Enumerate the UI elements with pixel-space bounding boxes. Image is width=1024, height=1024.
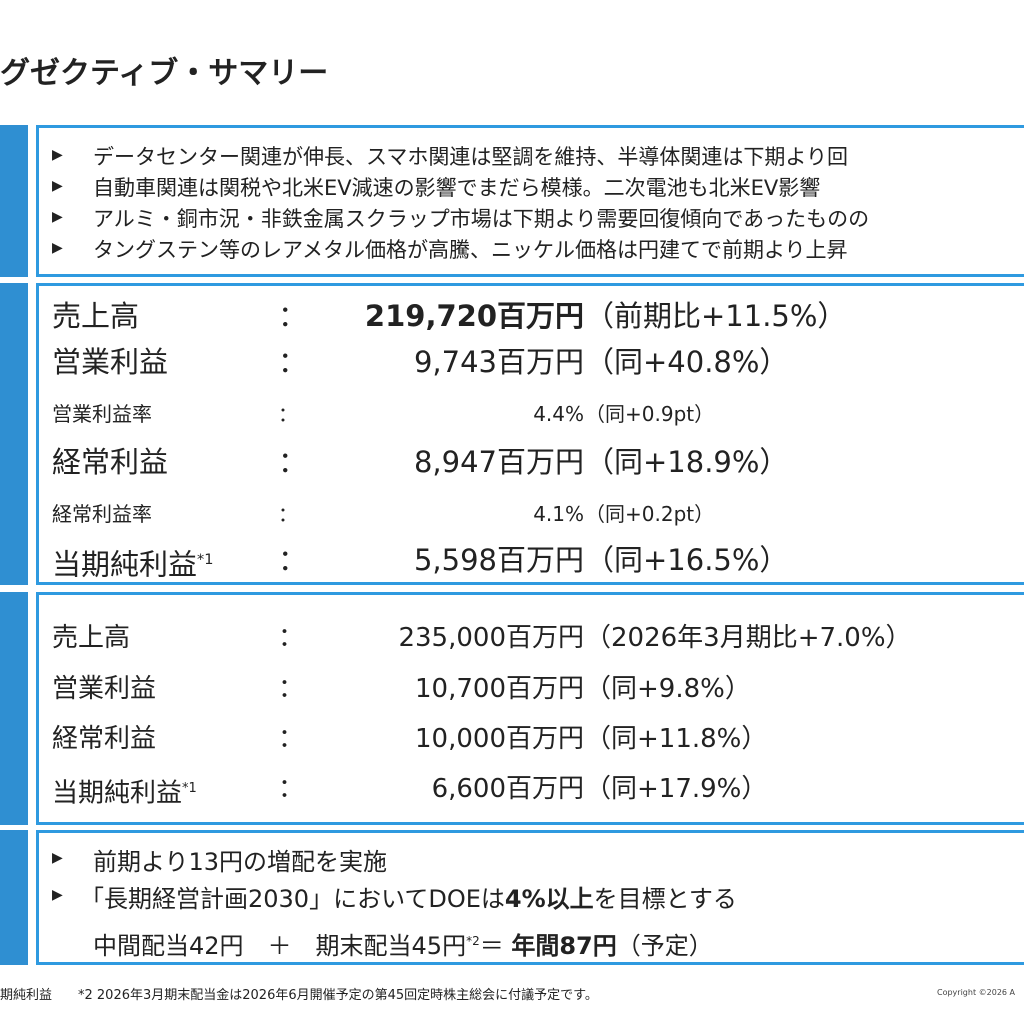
- label: 営業利益: [52, 345, 169, 379]
- row: 営業利益 ： 9,743百万円 （同+40.8%）: [0, 340, 1024, 384]
- bullet: ▶: [52, 850, 63, 866]
- value: 6,600百万円: [431, 774, 584, 804]
- value: 9,743百万円: [413, 345, 584, 379]
- colon: ：: [278, 774, 305, 804]
- bullet: ▶: [52, 147, 63, 163]
- colon: ：: [278, 402, 298, 426]
- colon: ：: [278, 445, 308, 479]
- row: 営業利益率 ： 4.4% （同+0.9pt）: [0, 392, 1024, 436]
- row: 売上高 ： 219,720百万円 （前期比+11.5%）: [0, 294, 1024, 338]
- text: を目標とする: [593, 885, 737, 913]
- text: 「長期経営計画2030」においてDOEは: [80, 885, 505, 913]
- sidebar-block: [0, 592, 28, 825]
- colon: ：: [278, 623, 305, 653]
- change: （同+40.8%）: [585, 345, 789, 379]
- text: （予定）: [616, 932, 713, 960]
- change: （同+17.9%）: [585, 774, 768, 804]
- forecast-box: [36, 592, 1024, 825]
- title: グゼクティブ・サマリー: [0, 56, 329, 91]
- value: 10,000百万円: [415, 724, 584, 754]
- colon: ：: [278, 724, 305, 754]
- text: 中間配当42円 ＋ 期末配当45円: [93, 932, 467, 960]
- sidebar-block: [0, 830, 28, 965]
- change: （同+9.8%）: [585, 674, 751, 704]
- value: 4.4%: [533, 402, 584, 426]
- results-box: [36, 283, 1024, 585]
- value: 219,720百万円: [364, 299, 584, 333]
- bullet: ▶: [52, 209, 63, 225]
- sidebar-block: [0, 125, 28, 277]
- change: （同+11.8%）: [585, 724, 768, 754]
- footnote: *2 2026年3月期末配当金は2026年6月開催予定の第45回定時株主総会に付…: [78, 988, 598, 1003]
- row: 経常利益 ： 10,000百万円 （同+11.8%）: [0, 717, 1024, 761]
- text-bold: 4%以上: [504, 885, 594, 913]
- change: （同+0.2pt）: [585, 502, 715, 526]
- change: （同+16.5%）: [585, 543, 789, 577]
- change: （2026年3月期比+7.0%）: [585, 623, 912, 653]
- footnote: 期純利益: [0, 988, 53, 1003]
- label: 当期純利益*1: [52, 778, 197, 809]
- colon: ：: [278, 345, 308, 379]
- label: 売上高: [52, 623, 131, 653]
- highlight-text: 自動車関連は関税や北米EV減速の影響でまだら模様。二次電池も北米EV影響: [93, 176, 821, 200]
- label: 当期純利益*1: [52, 547, 214, 582]
- row: 売上高 ： 235,000百万円 （2026年3月期比+7.0%）: [0, 616, 1024, 660]
- sidebar-block: [0, 283, 28, 585]
- value: 4.1%: [533, 502, 584, 526]
- dividend-line: 中間配当42円 ＋ 期末配当45円*2＝ 年間87円（予定）: [93, 926, 713, 961]
- label: 売上高: [52, 299, 140, 333]
- text: ＝: [479, 932, 512, 960]
- bullet: ▶: [52, 240, 63, 256]
- dividend-line: 「長期経営計画2030」においてDOEは4%以上を目標とする: [80, 879, 737, 914]
- text-bold: 年間87円: [511, 932, 617, 960]
- label: 営業利益: [52, 674, 157, 704]
- row: 当期純利益*1 ： 5,598百万円 （同+16.5%）: [0, 538, 1024, 582]
- value: 8,947百万円: [413, 445, 584, 479]
- change: （前期比+11.5%）: [585, 299, 847, 333]
- note: *2: [466, 934, 480, 948]
- copyright: Copyright ©2026 A: [937, 988, 1016, 997]
- row: 営業利益 ： 10,700百万円 （同+9.8%）: [0, 667, 1024, 711]
- note: *1: [182, 781, 197, 796]
- colon: ：: [278, 299, 308, 333]
- label: 経常利益率: [52, 502, 152, 526]
- dividend-box: [36, 830, 1024, 965]
- value: 235,000百万円: [398, 623, 584, 653]
- note: *1: [197, 552, 214, 568]
- value: 10,700百万円: [415, 674, 584, 704]
- bullet: ▶: [52, 178, 63, 194]
- highlight-text: データセンター関連が伸長、スマホ関連は堅調を維持、半導体関連は下期より回: [93, 145, 848, 169]
- colon: ：: [278, 674, 305, 704]
- change: （同+0.9pt）: [585, 402, 715, 426]
- bullet: ▶: [52, 887, 63, 903]
- label: 営業利益率: [52, 402, 152, 426]
- colon: ：: [278, 543, 308, 577]
- value: 5,598百万円: [413, 543, 584, 577]
- row: 当期純利益*1 ： 6,600百万円 （同+17.9%）: [0, 767, 1024, 811]
- highlight-text: アルミ・銅市況・非鉄金属スクラップ市場は下期より需要回復傾向であったものの: [93, 207, 870, 231]
- change: （同+18.9%）: [585, 445, 789, 479]
- row: 経常利益率 ： 4.1% （同+0.2pt）: [0, 492, 1024, 536]
- dividend-line: 前期より13円の増配を実施: [93, 848, 388, 876]
- row: 経常利益 ： 8,947百万円 （同+18.9%）: [0, 440, 1024, 484]
- label: 経常利益: [52, 445, 169, 479]
- highlights-box: [36, 125, 1024, 277]
- colon: ：: [278, 502, 298, 526]
- highlight-text: タングステン等のレアメタル価格が高騰、ニッケル価格は円建てで前期より上昇: [93, 238, 848, 262]
- label: 経常利益: [52, 724, 157, 754]
